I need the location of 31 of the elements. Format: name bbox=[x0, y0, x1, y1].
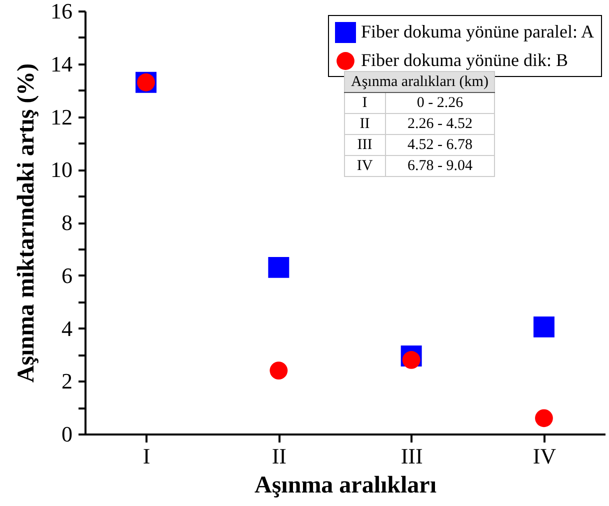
y-tick-label: 2 bbox=[62, 368, 72, 394]
annotation: 6.78 - 9.04 bbox=[385, 156, 495, 176]
x-axis-title: Aşınma aralıkları bbox=[254, 472, 437, 498]
y-axis-title: Aşınma miktarındaki artış (%) bbox=[14, 63, 40, 383]
annotation: III bbox=[344, 134, 386, 156]
y-tick-label: 6 bbox=[62, 262, 72, 288]
annotation: 0 - 2.26 bbox=[385, 92, 495, 114]
x-tick-label: II bbox=[272, 444, 286, 468]
x-tick-label: III bbox=[400, 444, 423, 468]
annotation: 4.52 - 6.78 bbox=[385, 134, 495, 156]
y-tick-label: 8 bbox=[62, 210, 72, 235]
annotation: IV bbox=[344, 156, 386, 176]
point bbox=[535, 409, 553, 428]
point bbox=[402, 351, 420, 369]
y-tick-label: 12 bbox=[50, 104, 72, 130]
legend-label: Fiber dokuma yönüne paralel: A bbox=[361, 22, 594, 42]
y-tick-label: 10 bbox=[50, 157, 72, 182]
x-tick-label: I bbox=[142, 444, 150, 468]
point bbox=[270, 362, 288, 380]
annotation: I bbox=[344, 92, 386, 114]
point bbox=[268, 256, 290, 278]
y-tick-label: 16 bbox=[50, 0, 72, 24]
y-tick-label: 4 bbox=[62, 316, 72, 341]
annotation: II bbox=[344, 114, 386, 134]
annotation: Aşınma aralıkları (km) bbox=[344, 72, 495, 92]
x-tick-label: IV bbox=[532, 444, 556, 468]
legend-label: Fiber dokuma yönüne dik: B bbox=[361, 50, 568, 70]
y-tick-label: 0 bbox=[62, 422, 72, 446]
y-tick-label: 14 bbox=[50, 51, 72, 76]
annotation: 2.26 - 4.52 bbox=[385, 114, 495, 134]
point bbox=[533, 316, 554, 338]
